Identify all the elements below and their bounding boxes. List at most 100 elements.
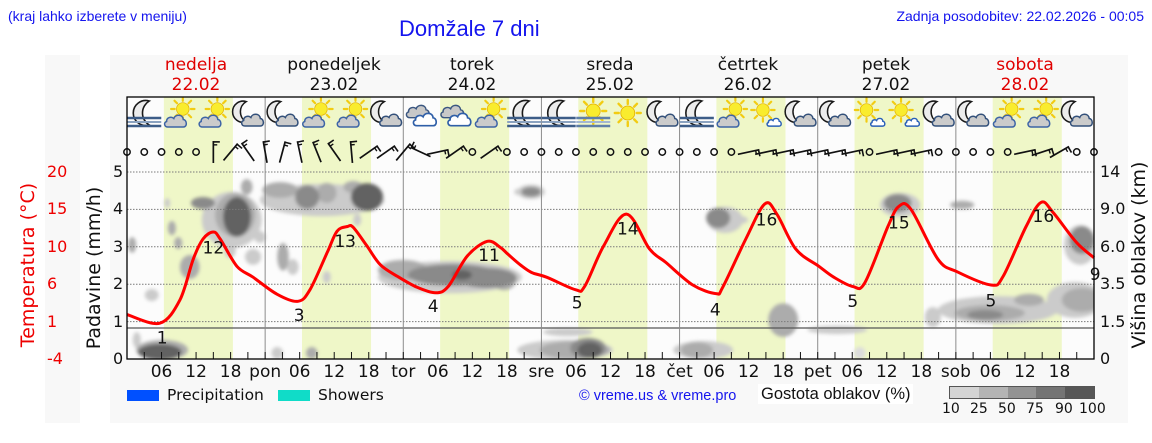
temperature-value-label: 16 [1033,207,1055,227]
temperature-value-label: 4 [428,297,439,317]
calm-wind-icon [589,148,598,156]
temperature-value-label: 9 [1090,265,1101,285]
cloud-density-blob [306,347,318,359]
day-label: torek 24.02 [403,55,541,95]
day-name: torek [450,55,494,75]
x-axis-label: 12 [185,362,207,382]
cloud-density-blob [167,220,176,236]
density-swatch [978,387,1008,398]
daylight-band [301,97,372,359]
x-axis-label: 18 [1049,362,1071,382]
temperature-labels: 1 12 3 13 4 11 5 14 4 16 5 15 5 16 9 [157,207,1101,349]
cloud-density-layer [128,179,1094,359]
day-date: 22.02 [171,75,221,95]
cloud-density-blob [543,327,593,337]
day-name: četrtek [717,55,779,75]
cloud-density-blob [728,215,749,224]
wind-barb-icon [349,140,358,164]
precipitation-tick: 3 [113,237,124,256]
wind-barb-icon [426,148,450,157]
temperature-curve [126,200,1095,326]
wind-barb-icon [212,141,220,163]
day-date: 28.02 [1000,75,1050,95]
x-axis-label: sre [528,362,554,382]
cloud-density-blob [287,259,299,275]
wind-barb-icon [376,144,399,160]
temperature-value-label: 11 [478,246,500,266]
wind-barb-icon [1013,148,1037,157]
density-swatch [950,387,979,398]
cloud-density-blob [577,342,602,358]
temperature-value-label: 13 [334,232,356,252]
calm-wind-icon [641,148,649,156]
day-label: petek 27.02 [817,55,955,95]
precipitation-tick: 2 [113,274,124,293]
copyright-text: © vreme.us & vreme.pro [579,388,737,404]
calm-wind-icon [554,148,563,156]
wind-barb-icon [359,144,382,160]
cloud-density-title: Gostota oblakov (%) [758,384,914,404]
wind-barb-icon [480,144,503,160]
wind-row [123,139,1098,164]
wind-barb-icon [296,139,305,163]
x-axis-label: 06 [565,362,587,382]
cloud-density-blob [295,185,320,210]
calm-wind-icon [537,148,546,156]
day-date: 23.02 [309,75,359,95]
day-name: nedelja [164,55,228,75]
showers-legend-label: Showers [318,386,384,404]
cloud-density-blob [223,197,251,237]
wind-barb-icon [222,143,243,161]
wind-barb-icon [262,140,270,163]
x-axis-label: 18 [358,362,380,382]
x-axis-label: 06 [841,362,863,382]
wind-barb-icon [445,144,468,160]
calm-wind-icon [174,148,183,156]
cloud-density-blob [190,197,216,210]
temperature-value-label: 16 [756,210,778,230]
precipitation-legend-label: Precipitation [167,386,264,404]
calm-wind-icon [865,148,874,156]
calm-wind-icon [1072,148,1081,156]
calm-wind-icon [692,148,701,156]
day-label: sreda 25.02 [541,55,679,95]
cloud-density-blob [322,271,331,284]
wind-barb-icon [841,148,865,157]
temperature-value-label: 15 [888,213,910,233]
x-axis-label: 06 [980,362,1002,382]
x-axis-label: 18 [220,362,242,382]
x-axis-label: 18 [911,362,933,382]
temperature-value-label: 12 [203,238,225,258]
temperature-tick: 20 [47,162,68,181]
calm-wind-icon [572,148,580,156]
cloud-density-blob [144,289,159,302]
temperature-value-label: 4 [710,301,721,321]
gridlines [127,97,1094,359]
cloud-density-blob [680,342,713,358]
daylight-band [440,97,510,359]
plot-frame [126,96,1095,360]
cloud-density-blob [950,200,975,210]
calm-wind-icon [623,148,632,156]
wind-barb-icon [327,139,342,162]
precipitation-tick: 0 [113,349,124,368]
calm-wind-icon [658,148,667,156]
calm-wind-icon [951,148,960,156]
precipitation-tick: 5 [113,162,124,181]
cloud-height-tick: 9.0 [1100,199,1126,218]
location-hint: (kraj lahko izberete v meniju) [8,8,187,24]
day-date: 26.02 [723,75,773,95]
cloud-height-tick: 0 [1100,349,1111,368]
x-axis-label: 06 [703,362,725,382]
cloud-density-blob [254,231,266,244]
density-tick: 100 [1079,401,1106,417]
x-axis-label: 18 [634,362,656,382]
cloud-density-blob [1061,287,1094,312]
cloud-height-tick: 1.5 [1100,312,1126,331]
cloud-density-blob [353,213,362,226]
cloud-density-blob [706,207,731,229]
cloud-density-blob [244,249,262,265]
last-update: Zadnja posodobitev: 22.02.2026 - 00:05 [896,8,1144,24]
cloud-density-blob [316,182,337,204]
calm-wind-icon [727,148,736,156]
